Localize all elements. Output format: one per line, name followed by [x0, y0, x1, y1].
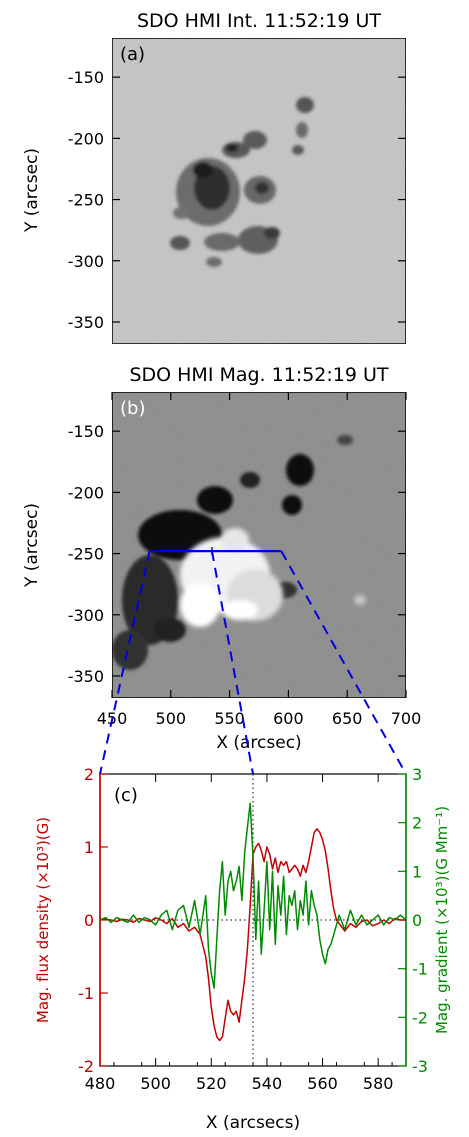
- zoom-line-right: [280, 550, 407, 775]
- left-y-tick-label: 0: [84, 911, 94, 930]
- right-y-tick-label: 0: [412, 911, 422, 930]
- panel-b-title: SDO HMI Mag. 11:52:19 UT: [129, 364, 388, 386]
- x-tick-label: 560: [307, 1074, 338, 1093]
- panel-b-ylabel: Y (arcsec): [22, 503, 42, 588]
- left-y-tick-label: -1: [78, 984, 94, 1003]
- panel-a-title: SDO HMI Int. 11:52:19 UT: [137, 10, 381, 32]
- y-tick-label: -150: [68, 422, 104, 441]
- left-y-tick-label: -2: [78, 1057, 94, 1076]
- x-tick-label: 550: [214, 709, 245, 728]
- x-tick-label: 540: [252, 1074, 283, 1093]
- y-tick-label: -350: [68, 313, 104, 332]
- x-tick-label: 520: [196, 1074, 227, 1093]
- right-y-tick-label: 2: [412, 814, 422, 833]
- panel-c-label: (c): [114, 785, 138, 806]
- gradient-line: [99, 802, 407, 989]
- slit-overlay: [99, 547, 407, 775]
- sunspot-group: [170, 97, 314, 267]
- panel-a: SDO HMI Int. 11:52:19 UT: [22, 10, 406, 344]
- y-tick-label: -200: [68, 129, 104, 148]
- y-tick-label: -300: [68, 606, 104, 625]
- right-y-tick-label: -3: [412, 1057, 428, 1076]
- x-tick-label: 580: [363, 1074, 394, 1093]
- x-tick-label: 500: [156, 709, 187, 728]
- x-axis-label: X (arcsecs): [206, 1113, 300, 1133]
- y-tick-label: -250: [68, 545, 104, 564]
- y-tick-label: -150: [68, 68, 104, 87]
- right-axis-label: Mag. gradient (×10³)(G Mm⁻¹): [433, 806, 451, 1034]
- flux-density-line: [99, 828, 406, 1042]
- panel-b-label: (b): [120, 398, 145, 419]
- x-tick-label: 480: [85, 1074, 116, 1093]
- left-y-tick-label: 1: [84, 838, 94, 857]
- panel-b-axes: -150-200-250-300-350450500550600650700: [68, 392, 422, 728]
- positive-polarity: [180, 528, 366, 627]
- right-y-tick-label: -1: [412, 960, 428, 979]
- y-tick-label: -350: [68, 667, 104, 686]
- zoom-line-left: [99, 550, 151, 775]
- panel-c: (c) Mag. flux density (×10³)(G) Mag. gra…: [34, 765, 451, 1133]
- right-y-tick-label: 1: [412, 862, 422, 881]
- x-tick-label: 500: [140, 1074, 171, 1093]
- y-tick-label: -200: [68, 483, 104, 502]
- left-axis-label: Mag. flux density (×10³)(G): [34, 817, 52, 1023]
- panel-b: SDO HMI Mag. 11:52:19 UT: [22, 364, 422, 775]
- right-y-tick-label: 3: [412, 765, 422, 784]
- zoom-line-middle: [210, 550, 254, 775]
- chart: 480 500 520 540 560 580 2 1 0 -1 -2 3 2 1 0 -1 -2 -3: [78, 765, 428, 1093]
- intensity-image: [112, 38, 406, 344]
- x-tick-label: 600: [273, 709, 304, 728]
- panel-a-label: (a): [120, 44, 145, 65]
- right-y-tick-label: -2: [412, 1008, 428, 1027]
- panel-b-xlabel: X (arcsec): [216, 733, 301, 753]
- x-tick-label: 700: [391, 709, 422, 728]
- y-tick-label: -250: [68, 191, 104, 210]
- magnetogram-image: [112, 392, 406, 698]
- y-tick-label: -300: [68, 252, 104, 271]
- panel-a-y-axis: -150 -200 -250 -300 -350: [68, 68, 406, 332]
- left-y-tick-label: 2: [84, 765, 94, 784]
- x-tick-label: 650: [332, 709, 363, 728]
- panel-a-ylabel: Y (arcsec): [22, 148, 42, 233]
